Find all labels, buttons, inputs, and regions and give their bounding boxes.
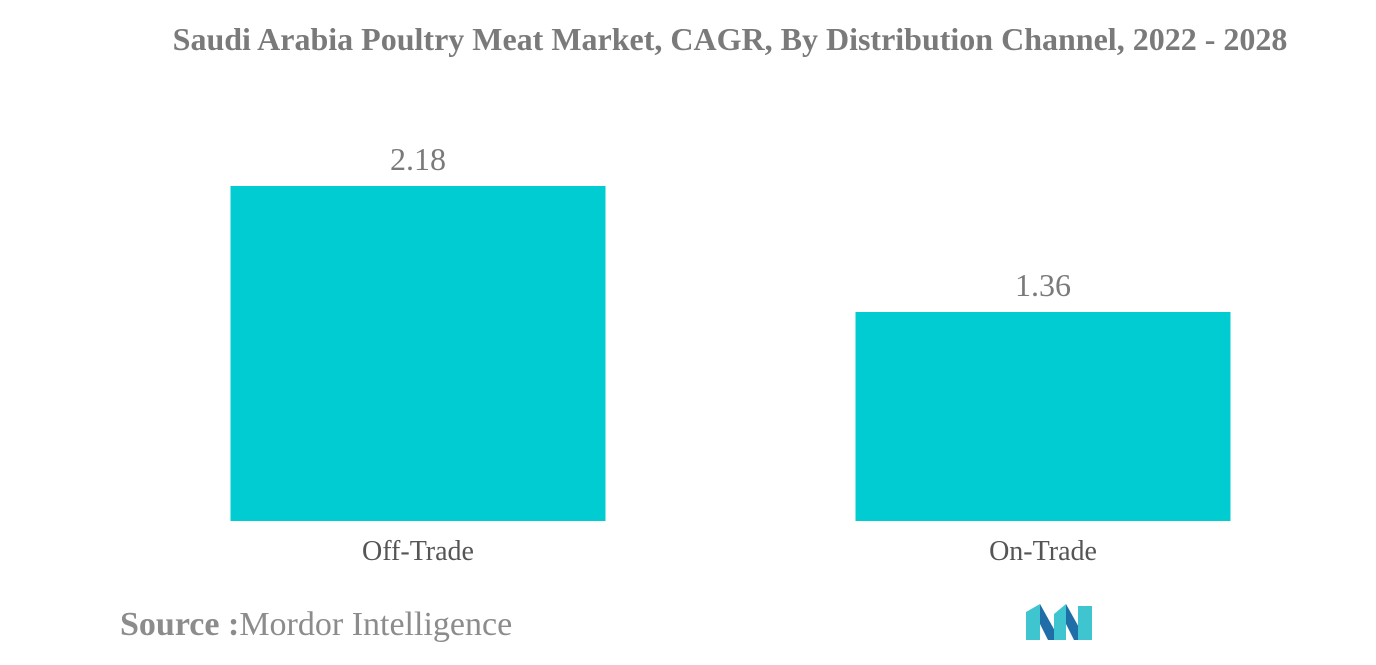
bar-on-trade (855, 312, 1231, 521)
bar-off-trade (230, 186, 606, 521)
source-line: Source :Mordor Intelligence (120, 606, 512, 644)
data-label: 1.36 (1015, 267, 1071, 303)
chart-title: Saudi Arabia Poultry Meat Market, CAGR, … (172, 21, 1288, 57)
category-label: On-Trade (989, 536, 1097, 567)
source-key: Source : (120, 606, 240, 643)
category-label: Off-Trade (362, 536, 474, 567)
source-value: Mordor Intelligence (239, 606, 513, 643)
data-label: 2.18 (390, 141, 446, 177)
bar-chart: 2.18 Off-Trade 1.36 On-Trade (230, 141, 1231, 567)
mordor-intelligence-logo-icon (1026, 604, 1092, 640)
